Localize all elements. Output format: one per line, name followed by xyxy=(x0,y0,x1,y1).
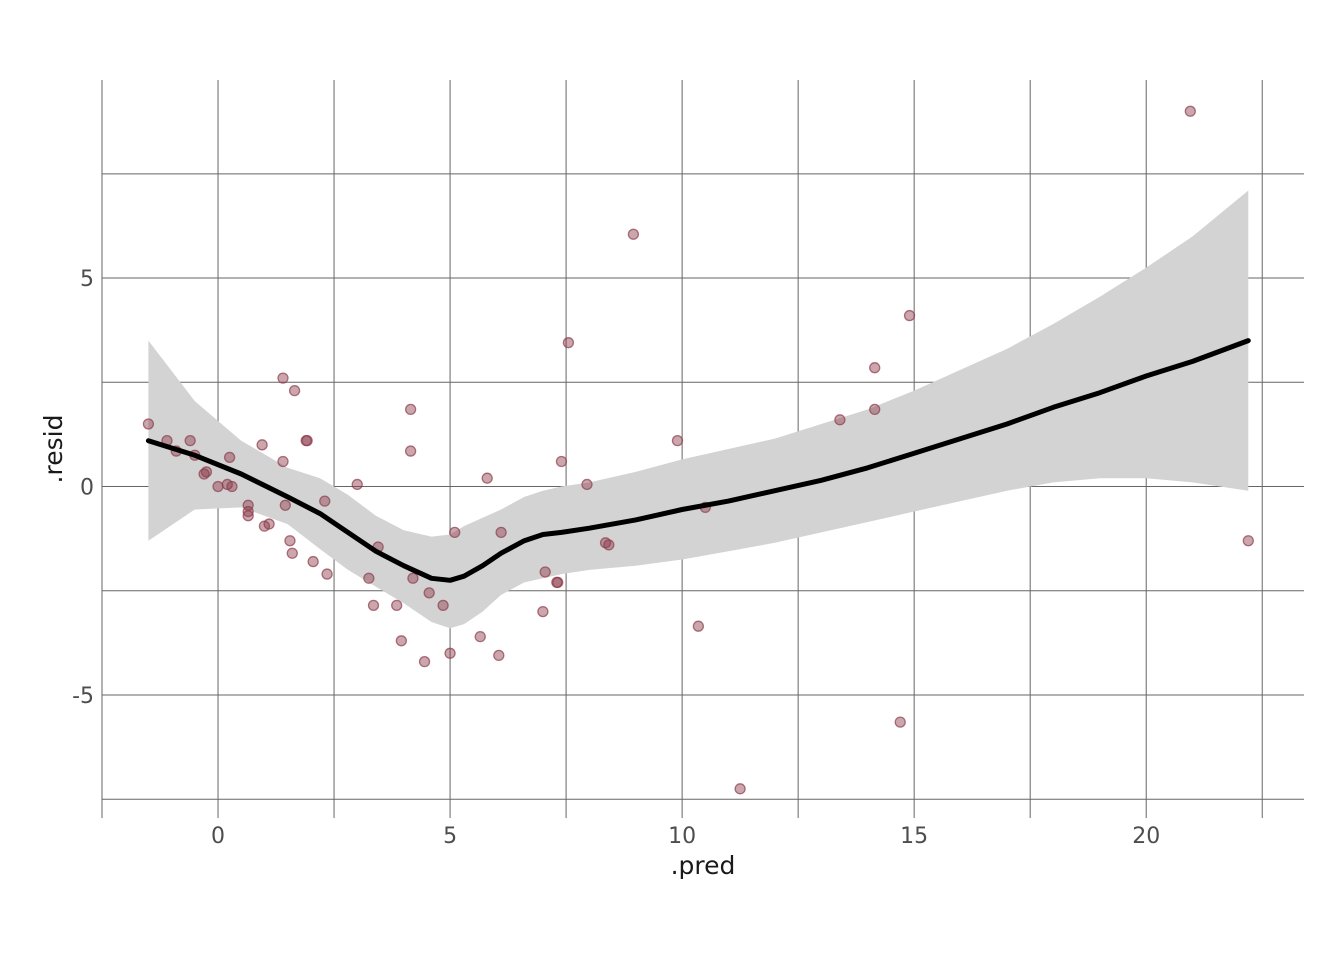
data-point xyxy=(242,510,254,522)
x-axis-title: .pred xyxy=(671,851,736,880)
data-point xyxy=(301,435,313,447)
data-point xyxy=(869,403,881,416)
x-tick-labels: 0 5 10 15 20 xyxy=(211,824,1160,849)
y-tick-label: 0 xyxy=(80,476,94,501)
data-point xyxy=(242,505,254,518)
data-point xyxy=(263,518,275,530)
data-point xyxy=(363,572,375,584)
data-point xyxy=(552,576,564,589)
data-point xyxy=(581,478,593,491)
data-point xyxy=(423,587,435,599)
data-point xyxy=(288,384,301,397)
data-point xyxy=(903,309,916,322)
data-point xyxy=(277,455,289,468)
data-point xyxy=(184,435,196,447)
data-point xyxy=(495,526,507,539)
data-point xyxy=(539,566,551,578)
data-point xyxy=(562,337,575,349)
data-point xyxy=(537,605,549,618)
data-point xyxy=(277,372,289,384)
data-point xyxy=(321,568,333,580)
data-point xyxy=(279,499,291,511)
data-point xyxy=(834,414,846,426)
data-point xyxy=(307,555,319,568)
x-tick-label: 20 xyxy=(1132,824,1160,849)
data-point xyxy=(1184,105,1196,117)
data-point xyxy=(474,630,486,643)
data-point xyxy=(404,445,417,457)
data-point xyxy=(284,535,296,547)
data-point xyxy=(226,480,238,493)
data-point xyxy=(894,716,906,728)
x-tick-label: 15 xyxy=(900,824,928,849)
confidence-ribbon xyxy=(148,190,1249,629)
data-point xyxy=(223,451,236,463)
data-point xyxy=(407,572,419,584)
data-point xyxy=(869,362,881,374)
y-tick-label: 5 xyxy=(80,267,94,292)
data-point xyxy=(418,655,431,668)
data-point xyxy=(555,455,568,468)
data-point xyxy=(603,539,615,551)
smooth-trend-line xyxy=(145,338,1251,583)
x-tick-label: 0 xyxy=(211,824,225,849)
y-axis-title: .resid xyxy=(39,415,68,484)
data-point xyxy=(367,599,380,612)
data-point xyxy=(391,599,403,612)
data-point xyxy=(437,599,449,612)
data-point xyxy=(319,495,331,507)
x-tick-label: 5 xyxy=(443,824,457,849)
data-point xyxy=(449,526,461,539)
y-tick-labels: -5 0 5 xyxy=(72,267,94,709)
data-point xyxy=(481,472,493,484)
data-point xyxy=(200,466,213,478)
data-point xyxy=(1242,535,1254,547)
data-point xyxy=(627,228,640,240)
data-point xyxy=(404,403,417,416)
data-point xyxy=(286,547,298,559)
y-tick-label: -5 xyxy=(72,684,94,709)
data-point xyxy=(493,649,505,662)
data-point xyxy=(256,439,268,451)
data-point xyxy=(212,480,224,493)
data-point xyxy=(351,478,363,491)
x-tick-label: 10 xyxy=(668,824,696,849)
data-point xyxy=(142,418,155,430)
data-point xyxy=(395,635,407,647)
data-point xyxy=(734,783,746,795)
data-point xyxy=(444,647,456,659)
data-point xyxy=(671,435,684,447)
data-point xyxy=(692,620,705,632)
